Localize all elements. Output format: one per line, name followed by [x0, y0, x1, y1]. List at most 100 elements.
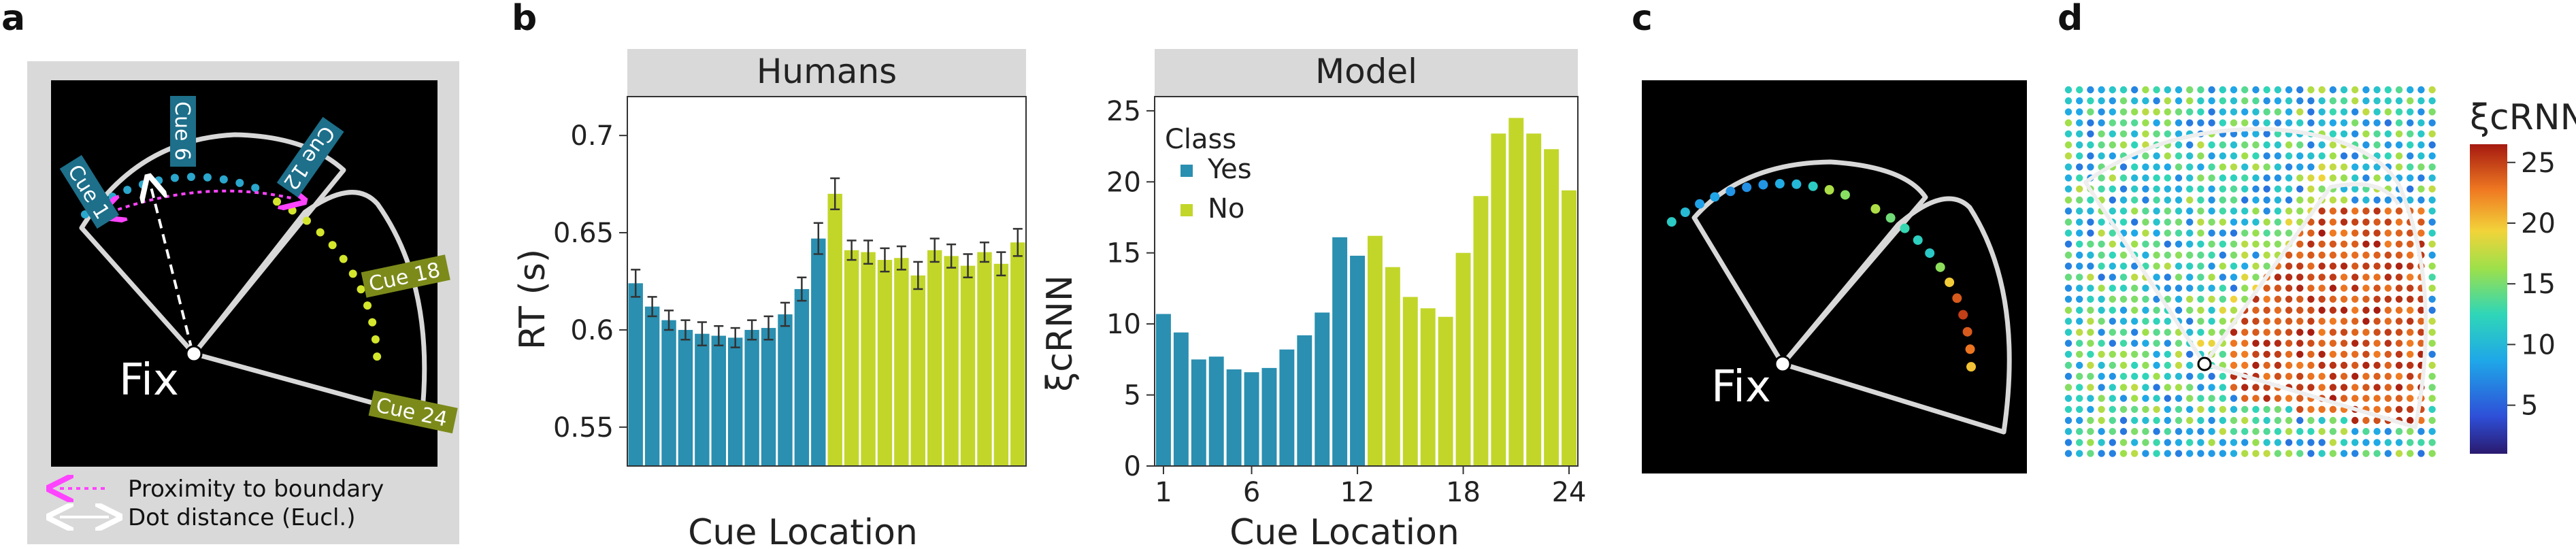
panel-d-heatmap-dot [2329, 130, 2336, 137]
humans-y-ticks: 0.55 0.6 0.65 0.7 [553, 120, 627, 444]
panel-d-heatmap-dot [2064, 207, 2073, 215]
panel-d-heatmap-dot [2131, 163, 2139, 171]
panel-d-heatmap-dot [2119, 97, 2128, 105]
panel-d-heatmap-dot [2407, 240, 2414, 248]
panel-d-heatmap-dot [2373, 207, 2381, 215]
panel-d-heatmap-dot [2076, 97, 2083, 105]
panel-d-heatmap-dot [2098, 416, 2105, 425]
panel-d-heatmap-dot [2241, 361, 2249, 369]
panel-d-heatmap-dot [2076, 373, 2083, 380]
panel-d-heatmap-dot [2131, 141, 2139, 149]
panel-d-heatmap-dot [2219, 284, 2226, 292]
panel-d-heatmap-dot [2186, 141, 2194, 149]
panel-d-heatmap-dot [2362, 306, 2370, 314]
panel-d-heatmap-dot [2296, 108, 2304, 116]
panel-d-heatmap-dot [2219, 450, 2226, 457]
panel-d-heatmap-dot [2407, 361, 2414, 369]
panel-d-heatmap-dot [2329, 306, 2336, 314]
panel-d-heatmap-dot [2285, 295, 2293, 303]
panel-d-heatmap-dot [2351, 450, 2359, 457]
panel-d-heatmap-dot [2109, 439, 2116, 446]
panel-d-heatmap-dot [2064, 384, 2073, 391]
panel-d-heatmap-dot [2164, 273, 2171, 281]
panel-d-heatmap-dot [2098, 361, 2105, 369]
panel-d-heatmap-dot [2175, 263, 2183, 270]
panel-d-heatmap-dot [2373, 373, 2381, 380]
panel-d-heatmap-dot [2340, 185, 2348, 193]
panel-d-heatmap-dot [2076, 229, 2083, 237]
panel-d-heatmap-dot [2285, 306, 2293, 314]
panel-a-key-proximity-text: Proximity to boundary [128, 476, 384, 503]
panel-d-heatmap-dot [2131, 329, 2139, 336]
panel-d-heatmap-dot [2340, 97, 2348, 105]
panel-a-cue-dot [154, 176, 163, 185]
panel-d-heatmap-dot [2153, 395, 2160, 402]
panel-d-heatmap-dot [2373, 108, 2381, 116]
panel-d-heatmap-dot [2219, 196, 2226, 204]
panel-d-heatmap-dot [2329, 119, 2336, 127]
panel-d-heatmap-dot [2175, 350, 2183, 358]
panel-d-heatmap-dot [2252, 306, 2260, 314]
panel-d-heatmap-dot [2285, 263, 2293, 270]
panel-d-heatmap-dot [2142, 240, 2149, 248]
panel-d-heatmap-dot [2428, 318, 2436, 325]
panel-d-heatmap-dot [2252, 263, 2260, 270]
panel-d-heatmap-dot [2119, 329, 2128, 336]
panel-d-heatmap-dot [2285, 196, 2293, 204]
panel-d-heatmap-dot [2219, 318, 2226, 325]
panel-d-heatmap-dot [2373, 141, 2381, 149]
panel-d-heatmap-dot [2263, 152, 2270, 160]
panel-d-heatmap-dot [2285, 329, 2293, 336]
panel-d-heatmap-dot [2142, 373, 2149, 380]
panel-d-heatmap-dot [2417, 229, 2425, 237]
panel-d-heatmap-dot [2131, 450, 2139, 457]
panel-d-heatmap-dot [2153, 108, 2160, 116]
panel-d-heatmap-dot [2252, 339, 2260, 347]
panel-d-heatmap-dot [2230, 428, 2238, 435]
panel-d-heatmap-dot [2197, 329, 2205, 336]
panel-d-heatmap-dot [2131, 218, 2139, 226]
panel-d-heatmap-dot [2186, 361, 2194, 369]
panel-d-heatmap-dot [2329, 152, 2336, 160]
panel-d-heatmap-dot [2064, 263, 2073, 270]
panel-d-heatmap-dot [2407, 350, 2414, 358]
panel-d-heatmap-dot [2076, 163, 2083, 171]
model-y-tick-label: 20 [1106, 167, 1141, 198]
panel-d-heatmap-dot [2351, 240, 2359, 248]
panel-d-heatmap-dot [2384, 273, 2392, 281]
panel-d-heatmap-dot [2296, 119, 2304, 127]
panel-d-heatmap-dot [2186, 284, 2194, 292]
panel-d-heatmap-dot [2131, 339, 2139, 347]
panel-d-heatmap-dot [2252, 240, 2260, 248]
panel-d-heatmap-dot [2340, 306, 2348, 314]
panel-d-heatmap-dot [2373, 130, 2381, 137]
panel-d-heatmap-dot [2428, 450, 2436, 457]
panel-d-heatmap-dot [2307, 119, 2315, 127]
panel-d-heatmap-dot [2109, 306, 2116, 314]
model-bar [1438, 316, 1453, 466]
model-bar [1544, 149, 1559, 466]
humans-bar [644, 306, 660, 466]
panel-d-heatmap-dot [2098, 130, 2105, 137]
panel-d-heatmap-dot [2428, 163, 2436, 171]
panel-d-heatmap-dot [2175, 196, 2183, 204]
humans-axes-frame [627, 96, 1027, 467]
panel-d-heatmap-dot [2064, 329, 2073, 336]
panel-d-heatmap-dot [2208, 97, 2215, 105]
panel-d-heatmap-dot [2109, 263, 2116, 270]
panel-d-heatmap-dot [2164, 295, 2171, 303]
model-bar [1297, 335, 1312, 466]
panel-d-heatmap-dot [2307, 373, 2315, 380]
panel-d-heatmap-dot [2164, 405, 2171, 413]
panel-d-heatmap-dot [2153, 163, 2160, 171]
panel-d-heatmap-dot [2252, 428, 2260, 435]
panel-d-heatmap-dot [2296, 263, 2304, 270]
panel-d-heatmap-dot [2131, 350, 2139, 358]
panel-d-heatmap-dot [2076, 108, 2083, 116]
panel-d-heatmap-dot [2064, 97, 2073, 105]
panel-d-heatmap-dot [2208, 395, 2215, 402]
panel-d-heatmap-dot [2263, 295, 2270, 303]
panel-d-heatmap-dot [2373, 218, 2381, 226]
panel-d-heatmap-dot [2384, 384, 2392, 391]
panel-d-heatmap-dot [2417, 130, 2425, 137]
